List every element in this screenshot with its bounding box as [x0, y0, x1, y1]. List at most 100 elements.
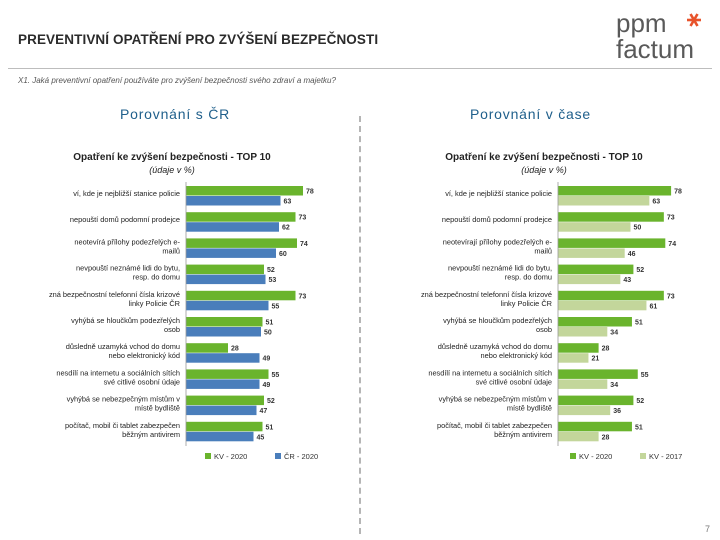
bar-primary	[558, 238, 666, 248]
data-label: 28	[602, 346, 610, 353]
category-label: nevpouští neznámé lidi do bytu, resp. do …	[76, 264, 180, 282]
data-label: 43	[623, 277, 631, 284]
data-label: 55	[272, 303, 280, 310]
bar-secondary	[558, 327, 608, 337]
right-subtitle: Porovnání v čase	[470, 106, 591, 122]
bar-secondary	[558, 353, 589, 363]
data-label: 51	[635, 424, 643, 431]
bar-secondary	[186, 274, 266, 285]
data-label: 51	[635, 320, 643, 327]
data-label: 28	[602, 434, 610, 441]
chart-subtitle: (údaje v %)	[521, 165, 567, 175]
data-label: 73	[299, 293, 307, 300]
data-label: 45	[257, 434, 265, 441]
category-label: zná bezpečnostní telefonní čísla krizové…	[49, 290, 180, 308]
category-label: neotevírá přílohy podezřelých e-mailů	[74, 237, 180, 255]
category-label: důsledně uzamyká vchod do domu nebo elekt…	[66, 342, 180, 360]
data-label: 53	[269, 277, 277, 284]
data-label: 63	[284, 199, 292, 206]
legend-label: KV - 2017	[649, 452, 682, 461]
data-label: 52	[636, 398, 644, 405]
bar-secondary	[186, 431, 254, 442]
category-label: důsledně uzamyká vchod do domu nebo elekt…	[438, 342, 552, 360]
bar-primary	[186, 290, 296, 301]
category-label: nesdílí na internetu a sociálních sítích…	[56, 368, 180, 386]
chart-title: Opatření ke zvýšení bezpečnosti - TOP 10	[445, 152, 643, 163]
bar-secondary	[558, 222, 631, 232]
category-label: vyhýbá se nebezpečným místům v místě bydl…	[439, 395, 553, 413]
bar-primary	[558, 343, 599, 353]
category-label: nepouští domů podomní prodejce	[70, 215, 180, 224]
bar-primary	[558, 264, 634, 275]
data-label: 51	[266, 424, 274, 431]
bar-primary	[186, 343, 228, 353]
bar-primary	[186, 369, 269, 379]
legend-label: KV - 2020	[214, 452, 247, 461]
category-label: nepouští domů podomní prodejce	[442, 215, 552, 224]
chart-title: Opatření ke zvýšení bezpečnosti - TOP 10	[73, 152, 271, 163]
data-label: 63	[652, 199, 660, 206]
data-label: 46	[628, 251, 636, 258]
page-title: PREVENTIVNÍ OPATŘENÍ PRO ZVÝŠENÍ BEZPEČN…	[18, 32, 379, 47]
ppm-factum-logo: ppm factum	[616, 8, 701, 64]
bar-primary	[186, 212, 296, 222]
category-label: nesdílí na internetu a sociálních sítích…	[428, 368, 552, 386]
bar-primary	[186, 186, 303, 196]
data-label: 73	[667, 215, 675, 222]
bar-secondary	[558, 379, 608, 389]
category-label: počítač, mobil či tablet zabezpečen běžný…	[65, 421, 180, 439]
bar-secondary	[186, 353, 260, 363]
category-label: vyhýbá se nebezpečným místům v místě bydl…	[67, 395, 181, 413]
logo-line2: factum	[616, 34, 694, 64]
bar-secondary	[558, 248, 625, 258]
bar-secondary	[186, 222, 279, 232]
chart-comparison-time: Opatření ke zvýšení bezpečnosti - TOP 10…	[421, 152, 682, 461]
logo-line1: ppm	[616, 8, 667, 38]
category-label: neotevírají přílohy podezřelých e-mailů	[443, 237, 553, 255]
section-divider	[359, 116, 361, 534]
data-label: 55	[641, 372, 649, 379]
legend-swatch	[205, 453, 211, 459]
data-label: 78	[306, 189, 314, 196]
data-label: 49	[263, 382, 271, 389]
chart-comparison-cr: Opatření ke zvýšení bezpečnosti - TOP 10…	[49, 152, 318, 461]
bar-secondary	[186, 248, 276, 258]
legend-label: ČR - 2020	[284, 452, 318, 461]
bar-secondary	[186, 300, 269, 311]
bar-secondary	[558, 274, 621, 285]
data-label: 62	[282, 225, 290, 232]
legend-swatch	[640, 453, 646, 459]
survey-question: X1. Jaká preventivní opatření používáte …	[18, 76, 336, 85]
bar-secondary	[558, 431, 599, 442]
bar-secondary	[558, 300, 647, 311]
data-label: 52	[267, 267, 275, 274]
data-label: 74	[668, 241, 676, 248]
bar-primary	[558, 186, 672, 196]
data-label: 49	[263, 356, 271, 363]
data-label: 74	[300, 241, 308, 248]
bar-primary	[558, 395, 634, 406]
data-label: 36	[613, 408, 621, 415]
bar-secondary	[186, 405, 257, 416]
bar-primary	[558, 369, 638, 379]
data-label: 55	[272, 372, 280, 379]
chart-subtitle: (údaje v %)	[149, 165, 195, 175]
category-label: ví, kde je nejbližší stanice policie	[445, 189, 552, 198]
page-number: 7	[704, 524, 710, 534]
bar-primary	[558, 212, 664, 222]
header-divider	[8, 68, 712, 69]
logo-star-icon	[687, 13, 701, 27]
bar-secondary	[186, 379, 260, 389]
data-label: 21	[591, 356, 599, 363]
data-label: 61	[649, 303, 657, 310]
data-label: 78	[674, 189, 682, 196]
legend-swatch	[570, 453, 576, 459]
data-label: 50	[634, 225, 642, 232]
bar-secondary	[186, 327, 261, 337]
data-label: 34	[610, 382, 618, 389]
category-label: vyhýbá se hloučkům podezřelých osob	[71, 316, 180, 334]
data-label: 52	[636, 267, 644, 274]
legend-swatch	[275, 453, 281, 459]
category-label: ví, kde je nejbližší stanice policie	[73, 189, 180, 198]
data-label: 34	[610, 330, 618, 337]
